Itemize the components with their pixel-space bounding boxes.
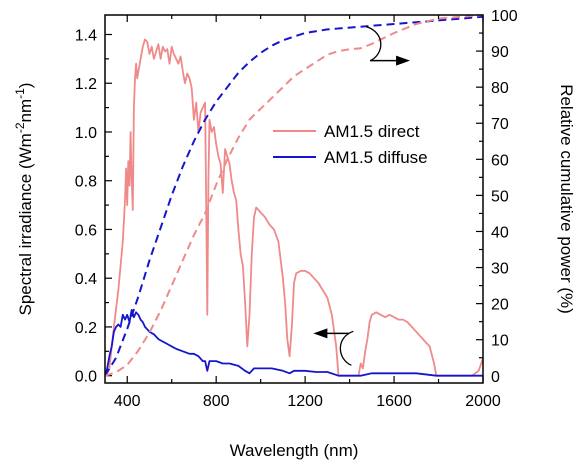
arrowhead-right (396, 55, 411, 66)
series-layer (105, 15, 483, 377)
series-direct-irradiance (105, 38, 483, 377)
y-left-tick-label: 0.2 (75, 320, 97, 337)
x-tick-label: 800 (203, 393, 230, 410)
y-right-tick-label: 20 (491, 297, 509, 314)
y-left-tick-label: 0.6 (75, 222, 97, 239)
annotations (313, 26, 411, 366)
y-right-tick-label: 30 (491, 261, 509, 278)
y-axis-title-left: Spectral irradiance (Wm-2nm-1) (13, 83, 35, 316)
y-left-tick-label: 0.4 (75, 271, 97, 288)
series-diffuse-irradiance (105, 309, 483, 377)
y-right-tick-label: 90 (491, 44, 509, 61)
y-left-tick-label: 1.0 (75, 125, 97, 142)
tick-labels: 400 800 1200 1600 20000.00.20.40.60.81.01.21… (75, 8, 518, 410)
legend-label-direct: AM1.5 direct (324, 122, 420, 141)
y-right-tick-label: 50 (491, 188, 509, 205)
y-left-tick-label: 1.2 (75, 76, 97, 93)
arrow-to-right-axis (365, 26, 382, 62)
y-right-tick-label: 10 (491, 333, 509, 350)
y-left-tick-label: 0.8 (75, 174, 97, 191)
y-right-tick-label: 60 (491, 152, 509, 169)
plot-frame (104, 14, 484, 384)
y-left-tick-label: 1.4 (75, 27, 97, 44)
y-right-tick-label: 40 (491, 224, 509, 241)
series-diffuse-cumulative (105, 15, 483, 377)
arrow-to-left-axis (339, 330, 354, 366)
arrowhead-left (313, 328, 328, 339)
legend-label-diffuse: AM1.5 diffuse (324, 148, 428, 167)
y-left-tick-label: 0.0 (75, 369, 97, 386)
x-tick-label: 2000 (465, 393, 501, 410)
legend: AM1.5 direct AM1.5 diffuse (273, 122, 428, 167)
y-right-tick-label: 0 (491, 369, 500, 386)
y-right-tick-label: 80 (491, 80, 509, 97)
axes-ticks (105, 14, 484, 383)
series-direct-cumulative (105, 15, 483, 377)
y-right-tick-label: 70 (491, 116, 509, 133)
x-tick-label: 1600 (376, 393, 412, 410)
y-right-tick-label: 100 (491, 8, 518, 25)
x-tick-label: 400 (114, 393, 141, 410)
x-axis-title: Wavelength (nm) (230, 441, 359, 460)
x-tick-label: 1200 (287, 393, 323, 410)
y-axis-title-right: Relative cumulative power (%) (557, 84, 575, 314)
